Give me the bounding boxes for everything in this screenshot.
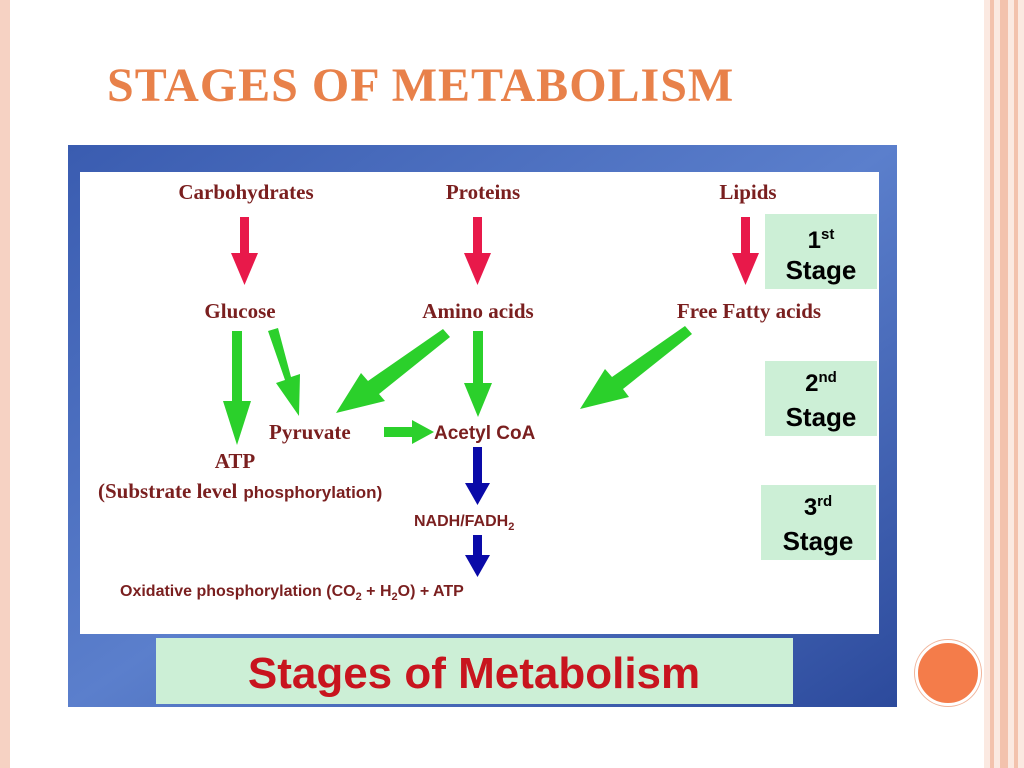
metabolism-figure: 1st Stage 2nd Stage 3rd Stage Carbohydra…: [68, 145, 897, 707]
right-decorative-stripes: [984, 0, 1024, 768]
substrate-level-text: (Substrate level: [98, 479, 238, 503]
arrow-glucose-pyruvate: [268, 328, 300, 416]
stage-box-3: [761, 485, 876, 560]
stage-3-word: Stage: [783, 526, 854, 556]
decorative-orange-circle: [915, 640, 981, 706]
arrow-glucose-atp: [223, 331, 251, 445]
oxidative-sub-2: 2: [392, 591, 398, 603]
arrow-acetyl-coa-nadh: [465, 447, 490, 505]
stage-3-number: 3: [804, 494, 817, 521]
pyruvate-label: Pyruvate: [269, 420, 351, 444]
slide-title: STAGES OF METABOLISM: [107, 59, 735, 112]
banner-title: Stages of Metabolism: [248, 649, 700, 698]
arrow-carbohydrates-glucose: [231, 217, 258, 285]
arrow-amino-acids-acetyl-coa: [464, 331, 492, 417]
oxidative-text-2: + H: [362, 583, 392, 600]
stage-3-ordinal: rd: [817, 493, 832, 510]
carbohydrates-label: Carbohydrates: [178, 180, 313, 204]
arrow-lipids-fatty-acids: [732, 217, 759, 285]
stage-box-1: [765, 214, 877, 289]
oxidative-phosphorylation-label: Oxidative phosphorylation (CO2 + H2O) + …: [120, 583, 464, 603]
nadh-subscript: 2: [508, 521, 514, 533]
stage-2-label: 2nd: [805, 369, 837, 397]
left-border: [0, 0, 10, 768]
oxidative-sub-1: 2: [356, 591, 362, 603]
nadh-fadh2-label: NADH/FADH2: [414, 513, 514, 533]
acetyl-coa-label: Acetyl CoA: [434, 423, 536, 444]
amino-acids-label: Amino acids: [422, 299, 533, 323]
nadh-fadh-text: NADH/FADH: [414, 513, 508, 530]
free-fatty-acids-label: Free Fatty acids: [677, 299, 821, 323]
arrow-proteins-amino-acids: [464, 217, 491, 285]
stage-1-word: Stage: [786, 255, 857, 285]
stage-2-word: Stage: [786, 402, 857, 432]
proteins-label: Proteins: [446, 180, 520, 204]
banner-box: [156, 638, 793, 704]
stage-2-ordinal: nd: [819, 369, 837, 386]
arrow-nadh-oxidative: [465, 535, 490, 577]
stage-1-number: 1: [808, 227, 821, 254]
glucose-label: Glucose: [204, 299, 275, 323]
metabolism-diagram: 1st Stage 2nd Stage 3rd Stage Carbohydra…: [68, 145, 897, 707]
arrow-pyruvate-acetyl-coa: [384, 420, 434, 444]
arrow-amino-acids-pyruvate: [336, 329, 450, 413]
substrate-phosphorylation-text: phosphorylation): [243, 483, 382, 502]
substrate-level-label: (Substrate level phosphorylation): [98, 479, 382, 503]
atp-label: ATP: [215, 449, 256, 473]
arrow-fatty-acids-acetyl-coa: [580, 326, 692, 409]
stage-1-label: 1st: [808, 226, 835, 254]
oxidative-text-1: Oxidative phosphorylation (CO: [120, 583, 356, 600]
lipids-label: Lipids: [719, 180, 776, 204]
stage-box-2: [765, 361, 877, 436]
oxidative-text-3: O) + ATP: [398, 583, 465, 600]
stage-1-ordinal: st: [821, 226, 834, 243]
stage-3-label: 3rd: [804, 493, 832, 521]
stage-2-number: 2: [805, 370, 818, 397]
